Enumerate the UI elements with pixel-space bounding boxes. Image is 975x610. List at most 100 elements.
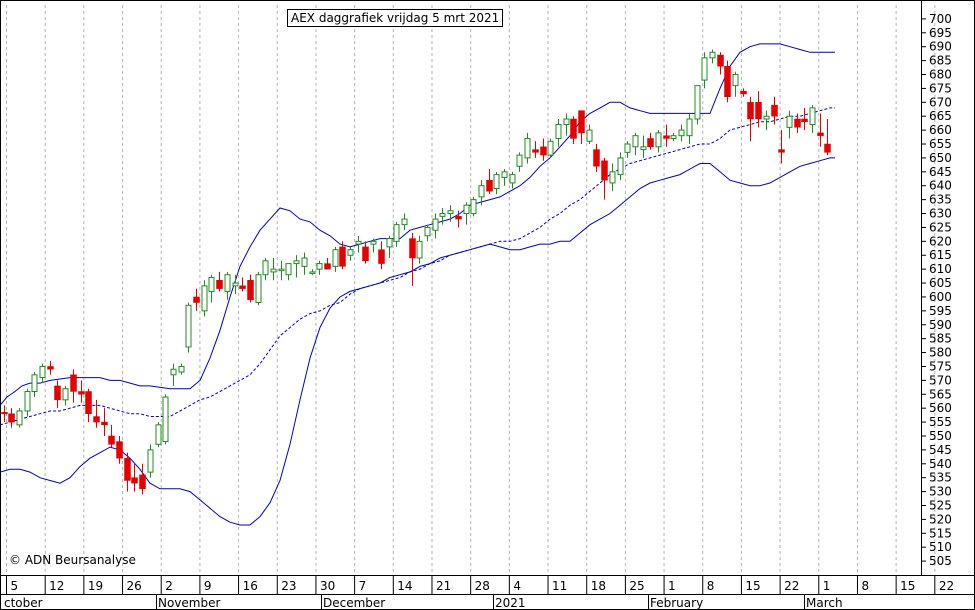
candle: [409, 233, 416, 286]
candle: [285, 263, 292, 281]
y-tick-label: 535: [929, 471, 952, 485]
candle: [309, 269, 316, 275]
x-tick-label: 1: [823, 579, 831, 593]
candle: [301, 252, 308, 275]
candle-body: [108, 435, 115, 445]
candle-body: [424, 226, 431, 237]
candle: [678, 124, 685, 142]
candle: [686, 113, 693, 145]
candle-body: [285, 263, 292, 276]
candle-body: [709, 51, 716, 59]
candle: [370, 238, 377, 253]
candle-body: [470, 199, 477, 215]
candle: [47, 360, 54, 375]
y-tick-label: 575: [929, 359, 952, 373]
candle-body: [632, 135, 639, 148]
candle-body: [39, 365, 46, 379]
candle: [155, 422, 162, 448]
candle: [578, 110, 585, 145]
candle-body: [131, 477, 138, 484]
candle-body: [755, 102, 762, 120]
candle-body: [640, 146, 647, 151]
candle: [31, 372, 38, 398]
candle: [185, 302, 192, 353]
y-tick-label: 550: [929, 429, 952, 443]
bollinger-bands: [0, 43, 835, 526]
y-tick-label: 600: [929, 290, 952, 304]
candle-body: [101, 421, 108, 426]
candle-body: [617, 157, 624, 176]
candle: [701, 52, 708, 89]
candle-body: [540, 146, 547, 156]
candle: [747, 96, 754, 142]
y-tick-label: 675: [929, 81, 952, 95]
candle: [663, 124, 670, 147]
candle: [347, 246, 354, 261]
candle-body: [216, 280, 223, 289]
candle: [262, 258, 269, 281]
candle-body: [455, 216, 462, 220]
candle-body: [532, 149, 539, 153]
y-tick-label: 615: [929, 248, 952, 262]
y-tick-label: 685: [929, 54, 952, 68]
candle: [478, 180, 485, 206]
bollinger-lower-line: [0, 157, 835, 526]
x-tick-label: 14: [397, 579, 412, 593]
candle-body: [147, 449, 154, 473]
candle-body: [70, 374, 77, 392]
candle: [255, 271, 262, 306]
candle: [824, 119, 831, 156]
y-tick-label: 590: [929, 318, 952, 332]
x-tick-label: 18: [591, 579, 606, 593]
candle-body: [655, 132, 662, 148]
month-label: December: [323, 596, 385, 610]
x-tick-label: 2: [165, 579, 173, 593]
candle-body: [609, 171, 616, 184]
candle: [609, 163, 616, 192]
candle-body: [239, 285, 246, 289]
candle: [270, 258, 277, 281]
candle: [24, 388, 31, 417]
candle: [755, 91, 762, 128]
candle-body: [447, 210, 454, 215]
x-tick-label: 22: [939, 579, 954, 593]
candle: [724, 60, 731, 103]
candle-body: [578, 110, 585, 134]
y-tick-label: 620: [929, 234, 952, 248]
y-tick-label: 655: [929, 137, 952, 151]
candle-body: [347, 249, 354, 256]
candle-body: [593, 149, 600, 167]
candle-body: [293, 260, 300, 265]
candle: [416, 235, 423, 264]
candle: [501, 169, 508, 186]
y-tick-label: 680: [929, 68, 952, 82]
candle: [39, 363, 46, 384]
y-tick-label: 580: [929, 346, 952, 360]
candle-body: [309, 271, 316, 274]
candle: [216, 271, 223, 292]
candle-body: [255, 274, 262, 304]
x-tick-label: 8: [861, 579, 869, 593]
y-tick-label: 650: [929, 151, 952, 165]
candle: [801, 107, 808, 131]
candle: [786, 110, 793, 139]
candle-body: [663, 135, 670, 139]
candle: [339, 241, 346, 270]
candle-body: [493, 174, 500, 190]
candle: [108, 424, 115, 448]
candle-body: [416, 240, 423, 259]
x-tick-label: 30: [320, 579, 335, 593]
candle: [640, 135, 647, 158]
y-tick-label: 560: [929, 401, 952, 415]
y-tick-label: 545: [929, 443, 952, 457]
candle: [355, 235, 362, 253]
candle: [463, 202, 470, 225]
candle-body: [62, 388, 69, 401]
candle: [224, 271, 231, 300]
x-tick-label: 23: [281, 579, 296, 593]
candle: [362, 241, 369, 264]
x-tick-label: 15: [900, 579, 915, 593]
y-tick-label: 540: [929, 457, 952, 471]
candle: [162, 394, 169, 445]
